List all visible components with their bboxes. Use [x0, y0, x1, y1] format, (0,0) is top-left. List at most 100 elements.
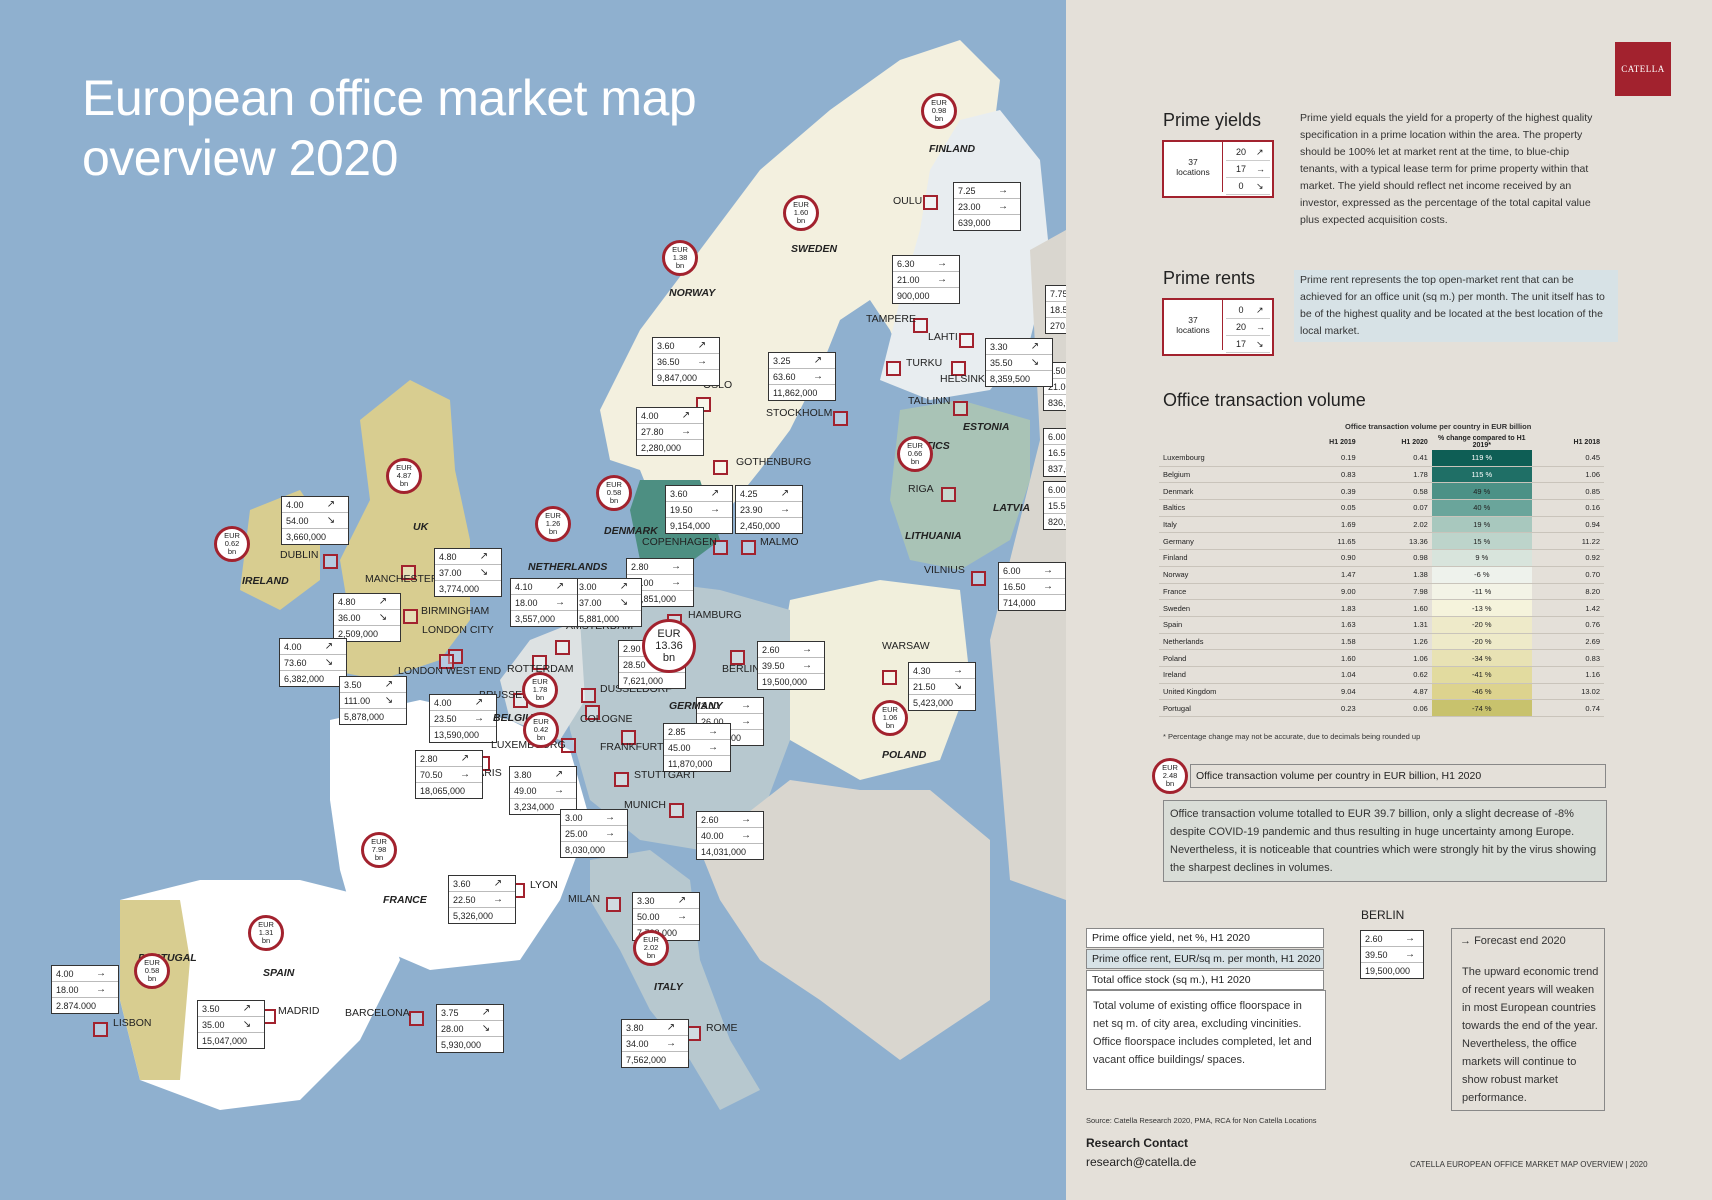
- stockholm-rent-row: 63.60 →: [769, 369, 835, 385]
- legend-row-yield: Prime office yield, net %, H1 2020: [1086, 928, 1324, 948]
- stuttgart-marker[interactable]: [614, 772, 629, 787]
- cologne-marker[interactable]: [585, 705, 600, 720]
- otv-change: -11 %: [1431, 583, 1532, 601]
- birmingham-rent-row: 36.00 ↘: [334, 610, 400, 626]
- lisbon-stock-row: 2.874.000: [52, 998, 118, 1013]
- legend-row-rent: Prime office rent, EUR/sq m. per month, …: [1086, 949, 1324, 969]
- london-west-end-yield-row: 3.50 ↗: [340, 677, 406, 693]
- rotterdam-marker[interactable]: [532, 655, 547, 670]
- otv-h1-2020: 2.02: [1359, 516, 1432, 534]
- turku-marker[interactable]: [886, 361, 901, 376]
- arrow-down-right-icon: ↘: [324, 657, 334, 668]
- vilnius-marker[interactable]: [971, 571, 986, 586]
- arrow-up-right-icon: ↗: [384, 679, 394, 690]
- dublin-marker[interactable]: [323, 554, 338, 569]
- cologne-label: COLOGNE: [580, 713, 633, 725]
- ireland-transaction-volume: EUR 0.62 bn: [214, 526, 250, 562]
- otv-h1-2019: 11.65: [1287, 532, 1360, 551]
- legend-row-stock: Total office stock (sq m.), H1 2020: [1086, 970, 1324, 990]
- amsterdam-marker[interactable]: [555, 640, 570, 655]
- arrow-right-icon: →: [493, 894, 503, 905]
- arrow-down-right-icon: ↘: [384, 695, 394, 706]
- tampere-marker[interactable]: [913, 318, 928, 333]
- birmingham-data-box: 4.80 ↗ 36.00 ↘ 2,509,000: [333, 593, 401, 642]
- eur-unit: bn: [646, 951, 656, 960]
- warsaw-rent: 21.50: [913, 681, 936, 692]
- arrow-up-right-icon: ↗: [666, 1022, 676, 1033]
- otv-h1-2020: 0.06: [1359, 699, 1432, 717]
- otv-h1-2018: 0.74: [1531, 699, 1604, 717]
- luxembourg-data-box: 3.80 ↗ 49.00 → 3,234,000: [509, 766, 577, 815]
- warsaw-marker[interactable]: [882, 670, 897, 685]
- luxembourg-stock: 3,234,000: [514, 801, 555, 812]
- research-email-link[interactable]: research@catella.de: [1086, 1155, 1197, 1169]
- dublin-yield: 4.00: [286, 499, 304, 510]
- gothenburg-marker[interactable]: [713, 460, 728, 475]
- london-city-stock-row: 6,382,000: [280, 671, 346, 686]
- madrid-yield: 3.50: [202, 1003, 220, 1014]
- berlin-marker[interactable]: [730, 650, 745, 665]
- eur-unit: bn: [261, 936, 271, 945]
- hamburg-yield-row: 2.80 →: [627, 559, 693, 575]
- manchester-stock: 3,774,000: [439, 583, 480, 594]
- arrow-up-right-icon: ↗: [1256, 304, 1264, 315]
- copenhagen-marker[interactable]: [713, 540, 728, 555]
- paris-rent: 70.50: [420, 769, 443, 780]
- eur-value: 0.58: [606, 488, 622, 497]
- oslo-stock-row: 9,847,000: [653, 370, 719, 385]
- prime-rents-direction-counts: 0 ↗ 20 → 17 ↘: [1226, 302, 1270, 353]
- baltics-transaction-volume: EUR 0.66 bn: [897, 436, 933, 472]
- barcelona-yield-row: 3.75 ↗: [437, 1005, 503, 1021]
- helsinki-marker[interactable]: [951, 361, 966, 376]
- dusseldorf-rent: 28.50: [623, 659, 646, 670]
- manchester-marker[interactable]: [401, 565, 416, 580]
- legend-eur-circle: EUR 2.48 bn: [1152, 758, 1188, 794]
- otv-footnote: * Percentage change may not be accurate,…: [1163, 732, 1421, 741]
- riga-data-box: 6.00→15.50↘ 820,000: [1043, 481, 1066, 530]
- otv-change: 15 %: [1431, 532, 1532, 551]
- eur-unit: bn: [147, 974, 157, 983]
- luxembourg-yield-row: 3.80 ↗: [510, 767, 576, 783]
- luxembourg-transaction-volume: EUR 0.42 bn: [523, 712, 559, 748]
- barcelona-rent-row: 28.00 ↘: [437, 1021, 503, 1037]
- frankfurt-marker[interactable]: [621, 730, 636, 745]
- eur-value: 1.38: [672, 253, 688, 262]
- riga-marker[interactable]: [941, 487, 956, 502]
- tallinn-marker[interactable]: [953, 401, 968, 416]
- direction-count: 17: [1235, 339, 1246, 349]
- lahti-yield-row: 7.75→: [1046, 286, 1066, 302]
- eur-label: EUR: [606, 480, 622, 489]
- hamburg-rent-row: 30.00 →: [627, 575, 693, 591]
- oulu-marker[interactable]: [923, 195, 938, 210]
- london-city-yield: 4.00: [284, 641, 302, 652]
- lisbon-marker[interactable]: [93, 1022, 108, 1037]
- dublin-label: DUBLIN: [280, 549, 319, 561]
- otv-h1-2020: 0.62: [1359, 666, 1432, 684]
- malmo-marker[interactable]: [741, 540, 756, 555]
- arrow-right-icon: →: [710, 504, 720, 515]
- otv-row-poland: Poland 1.60 1.06 -34 % 0.83: [1159, 649, 1604, 667]
- lyon-rent-row: 22.50 →: [449, 892, 515, 908]
- manchester-rent: 37.00: [439, 567, 462, 578]
- munich-marker[interactable]: [669, 803, 684, 818]
- milan-marker[interactable]: [606, 897, 621, 912]
- london-city-marker[interactable]: [448, 649, 463, 664]
- birmingham-marker[interactable]: [403, 609, 418, 624]
- lahti-marker[interactable]: [959, 333, 974, 348]
- london-west-end-marker[interactable]: [439, 654, 454, 669]
- luxembourg-marker[interactable]: [561, 738, 576, 753]
- arrow-up-right-icon: ↗: [780, 488, 790, 499]
- dusseldorf-marker[interactable]: [581, 688, 596, 703]
- hamburg-stock-row: 13,851,000: [627, 591, 693, 606]
- barcelona-marker[interactable]: [409, 1011, 424, 1026]
- helsinki-stock: 8,359,500: [990, 373, 1031, 384]
- stockholm-marker[interactable]: [833, 411, 848, 426]
- denmark-transaction-volume: EUR 0.58 bn: [596, 475, 632, 511]
- brussels-data-box: 4.00 ↗ 23.50 → 13,590,000: [429, 694, 497, 743]
- birmingham-yield: 4.80: [338, 596, 356, 607]
- arrow-down-right-icon: ↘: [1256, 338, 1264, 349]
- arrow-down-right-icon: ↘: [479, 567, 489, 578]
- arrow-right-icon: →: [1405, 933, 1415, 944]
- birmingham-label: BIRMINGHAM: [421, 605, 490, 617]
- arrow-up-right-icon: ↗: [242, 1003, 252, 1014]
